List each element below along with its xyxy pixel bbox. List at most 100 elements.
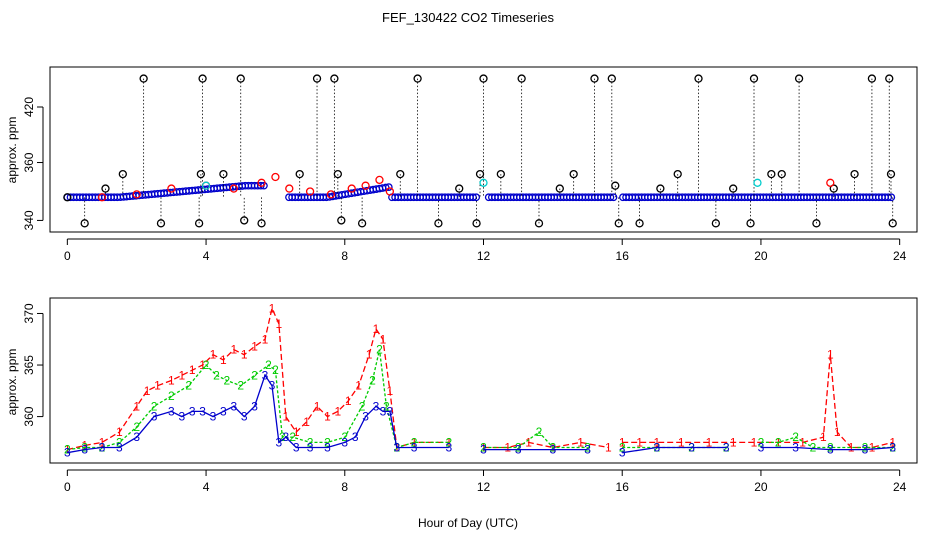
series-marker-1: 1 bbox=[380, 332, 387, 346]
series-marker-3: 3 bbox=[758, 441, 765, 455]
series-marker-1: 1 bbox=[834, 425, 841, 439]
black-point bbox=[312, 74, 322, 83]
bottom-panel-y-axis: 360 365 370 bbox=[22, 303, 44, 427]
baseline-point bbox=[384, 183, 393, 191]
top-panel-frame bbox=[49, 66, 918, 233]
series-marker-2: 2 bbox=[289, 430, 296, 444]
series-marker-2: 2 bbox=[515, 441, 522, 455]
black-point bbox=[555, 184, 564, 193]
series-marker-3: 3 bbox=[64, 446, 71, 460]
series-marker-1: 1 bbox=[799, 435, 806, 449]
black-point bbox=[240, 216, 249, 225]
black-point bbox=[694, 74, 703, 83]
black-point bbox=[194, 219, 204, 228]
red-point bbox=[375, 175, 384, 185]
black-point bbox=[118, 169, 127, 179]
black-point bbox=[673, 169, 682, 179]
red-point bbox=[361, 181, 370, 190]
series-marker-3: 3 bbox=[362, 410, 369, 424]
series-marker-1: 1 bbox=[678, 435, 685, 449]
top-panel: approx. ppm 0 4 8 12 16 20 24 340 360 420 bbox=[5, 66, 918, 263]
black-point bbox=[746, 219, 755, 228]
series-marker-2: 2 bbox=[536, 425, 543, 439]
y-tick-label: 365 bbox=[22, 355, 36, 375]
series-marker-2: 2 bbox=[81, 441, 88, 455]
series-marker-3: 3 bbox=[480, 443, 487, 457]
series-marker-3: 3 bbox=[151, 410, 158, 424]
black-point bbox=[139, 74, 148, 83]
black-point bbox=[80, 219, 89, 228]
series-marker-1: 1 bbox=[199, 358, 206, 372]
black-point bbox=[590, 74, 599, 83]
series-marker-3: 3 bbox=[445, 441, 452, 455]
x-tick-label: 20 bbox=[754, 249, 768, 263]
series-marker-3: 3 bbox=[99, 441, 106, 455]
series-marker-3: 3 bbox=[116, 441, 123, 455]
series-marker-3: 3 bbox=[550, 443, 557, 457]
series-marker-1: 1 bbox=[178, 368, 185, 382]
black-point bbox=[63, 193, 72, 202]
series-marker-2: 2 bbox=[480, 441, 487, 455]
black-point bbox=[794, 74, 804, 83]
red-point bbox=[285, 184, 294, 193]
black-point bbox=[333, 169, 342, 179]
black-point bbox=[886, 169, 896, 179]
x-tick-label: 0 bbox=[64, 480, 71, 494]
series-marker-3: 3 bbox=[584, 443, 591, 457]
series-marker-1: 1 bbox=[889, 435, 896, 449]
cyan-point bbox=[753, 178, 762, 187]
black-point bbox=[396, 169, 405, 179]
series-marker-3: 3 bbox=[393, 441, 400, 455]
series-marker-2: 2 bbox=[359, 399, 366, 413]
series-marker-2: 2 bbox=[151, 399, 158, 413]
top-panel-marks bbox=[63, 74, 897, 228]
series-marker-2: 2 bbox=[213, 368, 220, 382]
black-point bbox=[219, 169, 228, 179]
series-marker-3: 3 bbox=[251, 399, 258, 413]
bottom-panel-ylabel: approx. ppm bbox=[5, 349, 19, 416]
red-point bbox=[132, 190, 141, 199]
series-marker-1: 1 bbox=[324, 410, 331, 424]
series-marker-2: 2 bbox=[251, 368, 258, 382]
black-point bbox=[413, 74, 422, 83]
black-point bbox=[656, 184, 665, 193]
black-point bbox=[434, 219, 443, 228]
black-point bbox=[614, 219, 623, 228]
series-marker-1: 1 bbox=[335, 404, 342, 418]
series-marker-1: 1 bbox=[355, 379, 362, 393]
red-point bbox=[271, 172, 280, 182]
series-marker-2: 2 bbox=[758, 435, 765, 449]
black-point bbox=[850, 169, 859, 179]
series-line-3 bbox=[67, 373, 893, 454]
black-point bbox=[885, 74, 894, 83]
black-point bbox=[337, 216, 346, 225]
series-marker-3: 3 bbox=[324, 441, 331, 455]
red-point bbox=[305, 187, 315, 196]
top-panel-ylabel: approx. ppm bbox=[5, 117, 19, 184]
series-marker-1: 1 bbox=[220, 353, 227, 367]
black-point bbox=[569, 169, 578, 179]
series-marker-1: 1 bbox=[504, 441, 511, 455]
series-marker-3: 3 bbox=[515, 443, 522, 457]
series-marker-1: 1 bbox=[605, 441, 612, 455]
red-point bbox=[167, 184, 176, 193]
x-tick-label: 4 bbox=[203, 480, 210, 494]
y-tick-label: 360 bbox=[22, 406, 36, 426]
series-marker-1: 1 bbox=[262, 332, 269, 346]
series-marker-2: 2 bbox=[272, 363, 279, 377]
x-tick-label: 16 bbox=[616, 480, 630, 494]
series-marker-1: 1 bbox=[144, 384, 151, 398]
x-tick-label: 0 bbox=[64, 249, 71, 263]
x-tick-label: 24 bbox=[893, 249, 907, 263]
series-marker-2: 2 bbox=[224, 374, 231, 388]
series-marker-3: 3 bbox=[352, 430, 359, 444]
series-marker-2: 2 bbox=[203, 358, 210, 372]
black-point bbox=[607, 74, 616, 83]
series-marker-3: 3 bbox=[199, 404, 206, 418]
series-marker-3: 3 bbox=[220, 404, 227, 418]
series-marker-2: 2 bbox=[862, 441, 869, 455]
red-point bbox=[97, 193, 107, 202]
